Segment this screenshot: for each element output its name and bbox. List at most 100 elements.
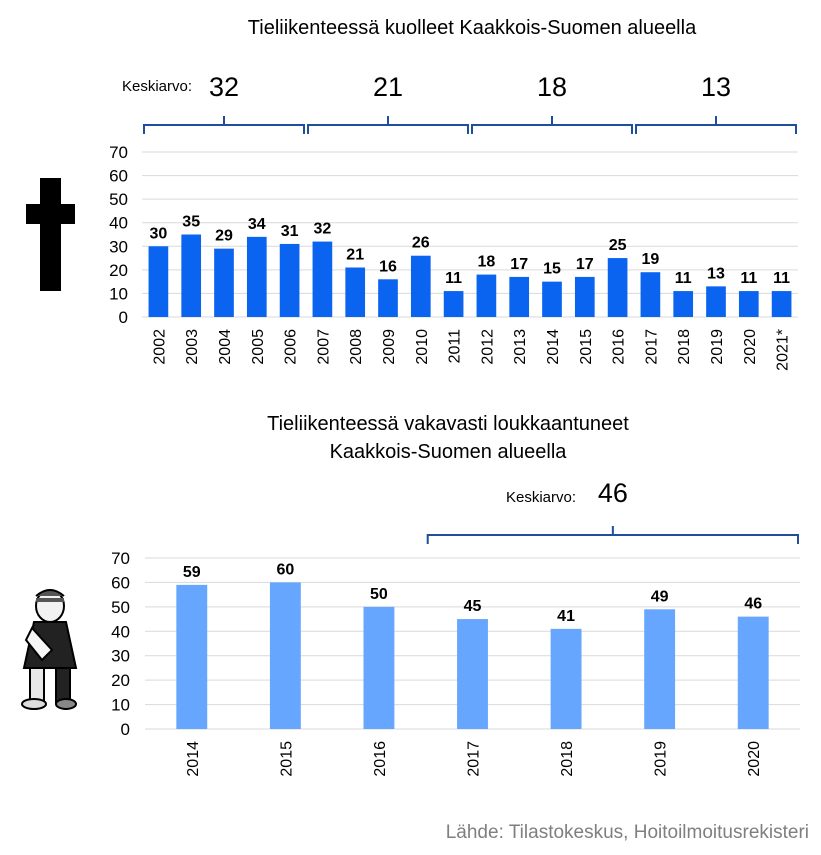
y-tick-label: 60 bbox=[109, 167, 128, 186]
x-tick-label: 2018 bbox=[676, 329, 693, 365]
bar bbox=[363, 606, 395, 729]
bar bbox=[737, 616, 769, 729]
x-tick-label: 2007 bbox=[315, 329, 332, 365]
data-label: 41 bbox=[557, 608, 575, 625]
data-label: 17 bbox=[510, 256, 528, 273]
bar bbox=[312, 241, 333, 317]
x-tick-label: 2016 bbox=[611, 329, 628, 365]
data-label: 45 bbox=[464, 598, 482, 615]
data-label: 50 bbox=[370, 586, 388, 603]
y-tick-label: 30 bbox=[109, 237, 128, 256]
x-tick-label: 2017 bbox=[643, 329, 660, 365]
bar bbox=[771, 291, 792, 317]
data-label: 46 bbox=[744, 596, 762, 613]
bar bbox=[410, 255, 431, 317]
bar bbox=[550, 628, 582, 729]
data-label: 11 bbox=[445, 270, 462, 287]
y-tick-label: 0 bbox=[119, 308, 128, 327]
average-value: 21 bbox=[373, 72, 403, 102]
chart2-title-line2: Kaakkois-Suomen alueella bbox=[330, 441, 568, 463]
x-tick-label: 2004 bbox=[217, 329, 234, 365]
bar bbox=[443, 291, 464, 317]
y-tick-label: 70 bbox=[111, 549, 130, 568]
average-value: 46 bbox=[598, 478, 628, 508]
average-value: 13 bbox=[701, 72, 731, 102]
x-tick-label: 2014 bbox=[185, 741, 202, 777]
data-label: 11 bbox=[740, 270, 757, 287]
data-label: 35 bbox=[182, 214, 200, 231]
data-label: 19 bbox=[642, 251, 660, 268]
data-label: 11 bbox=[773, 270, 790, 287]
bar bbox=[706, 286, 726, 317]
data-label: 34 bbox=[248, 216, 266, 233]
y-tick-label: 20 bbox=[109, 261, 128, 280]
x-tick-label: 2008 bbox=[348, 329, 365, 365]
y-tick-label: 10 bbox=[111, 696, 130, 715]
data-label: 11 bbox=[675, 270, 692, 287]
chart1-title: Tieliikenteessä kuolleet Kaakkois-Suomen… bbox=[248, 17, 697, 39]
x-tick-label: 2019 bbox=[709, 329, 726, 365]
x-tick-label: 2019 bbox=[653, 741, 670, 777]
y-tick-label: 50 bbox=[111, 598, 130, 617]
data-label: 13 bbox=[707, 265, 725, 282]
bar bbox=[738, 291, 759, 317]
bar bbox=[269, 582, 301, 729]
x-tick-label: 2011 bbox=[447, 329, 464, 364]
average-value: 32 bbox=[209, 72, 239, 102]
y-tick-label: 70 bbox=[109, 143, 128, 162]
x-tick-label: 2020 bbox=[746, 741, 763, 777]
bar bbox=[148, 246, 169, 317]
bar bbox=[673, 291, 694, 317]
data-label: 49 bbox=[651, 588, 669, 605]
bar bbox=[607, 258, 628, 317]
chart2-title-line1: Tieliikenteessä vakavasti loukkaantuneet bbox=[267, 413, 629, 435]
x-tick-label: 2006 bbox=[283, 329, 300, 365]
x-tick-label: 2002 bbox=[151, 329, 168, 365]
bar bbox=[457, 619, 488, 729]
bar bbox=[476, 274, 497, 317]
bar bbox=[279, 243, 300, 317]
data-label: 30 bbox=[150, 225, 168, 242]
data-label: 17 bbox=[576, 256, 594, 273]
bar bbox=[246, 236, 267, 317]
y-tick-label: 60 bbox=[111, 573, 130, 592]
data-label: 32 bbox=[314, 221, 332, 238]
x-tick-label: 2012 bbox=[479, 329, 496, 365]
bar bbox=[640, 272, 661, 317]
x-tick-label: 2003 bbox=[184, 329, 201, 365]
average-bracket bbox=[471, 116, 633, 134]
average-value: 18 bbox=[537, 72, 567, 102]
bar bbox=[176, 584, 208, 729]
source-note: Lähde: Tilastokeskus, Hoitoilmoitusrekis… bbox=[445, 822, 809, 843]
y-tick-label: 20 bbox=[111, 671, 130, 690]
y-tick-label: 50 bbox=[109, 190, 128, 209]
data-label: 60 bbox=[276, 561, 294, 578]
bar bbox=[574, 276, 595, 317]
x-tick-label: 2015 bbox=[278, 741, 295, 777]
x-tick-label: 2017 bbox=[466, 741, 483, 777]
y-tick-label: 0 bbox=[121, 720, 130, 739]
x-tick-label: 2014 bbox=[545, 329, 562, 365]
x-tick-label: 2009 bbox=[381, 329, 398, 365]
bar bbox=[644, 609, 676, 729]
bar bbox=[509, 276, 530, 317]
data-label: 59 bbox=[183, 564, 201, 581]
cross-icon bbox=[26, 178, 75, 291]
data-label: 21 bbox=[346, 247, 364, 264]
bar bbox=[542, 281, 562, 317]
data-label: 18 bbox=[478, 254, 496, 271]
x-tick-label: 2005 bbox=[250, 329, 267, 365]
x-tick-label: 2015 bbox=[578, 329, 595, 365]
x-tick-label: 2021* bbox=[775, 329, 792, 371]
x-tick-label: 2013 bbox=[512, 329, 529, 365]
average-bracket bbox=[143, 116, 305, 134]
chart2-average-label: Keskiarvo: bbox=[506, 489, 576, 506]
data-label: 29 bbox=[215, 228, 233, 245]
x-tick-label: 2020 bbox=[742, 329, 759, 365]
data-label: 25 bbox=[609, 237, 627, 254]
y-tick-label: 30 bbox=[111, 647, 130, 666]
x-tick-label: 2016 bbox=[372, 741, 389, 777]
data-label: 16 bbox=[379, 258, 397, 275]
y-tick-label: 10 bbox=[109, 284, 128, 303]
